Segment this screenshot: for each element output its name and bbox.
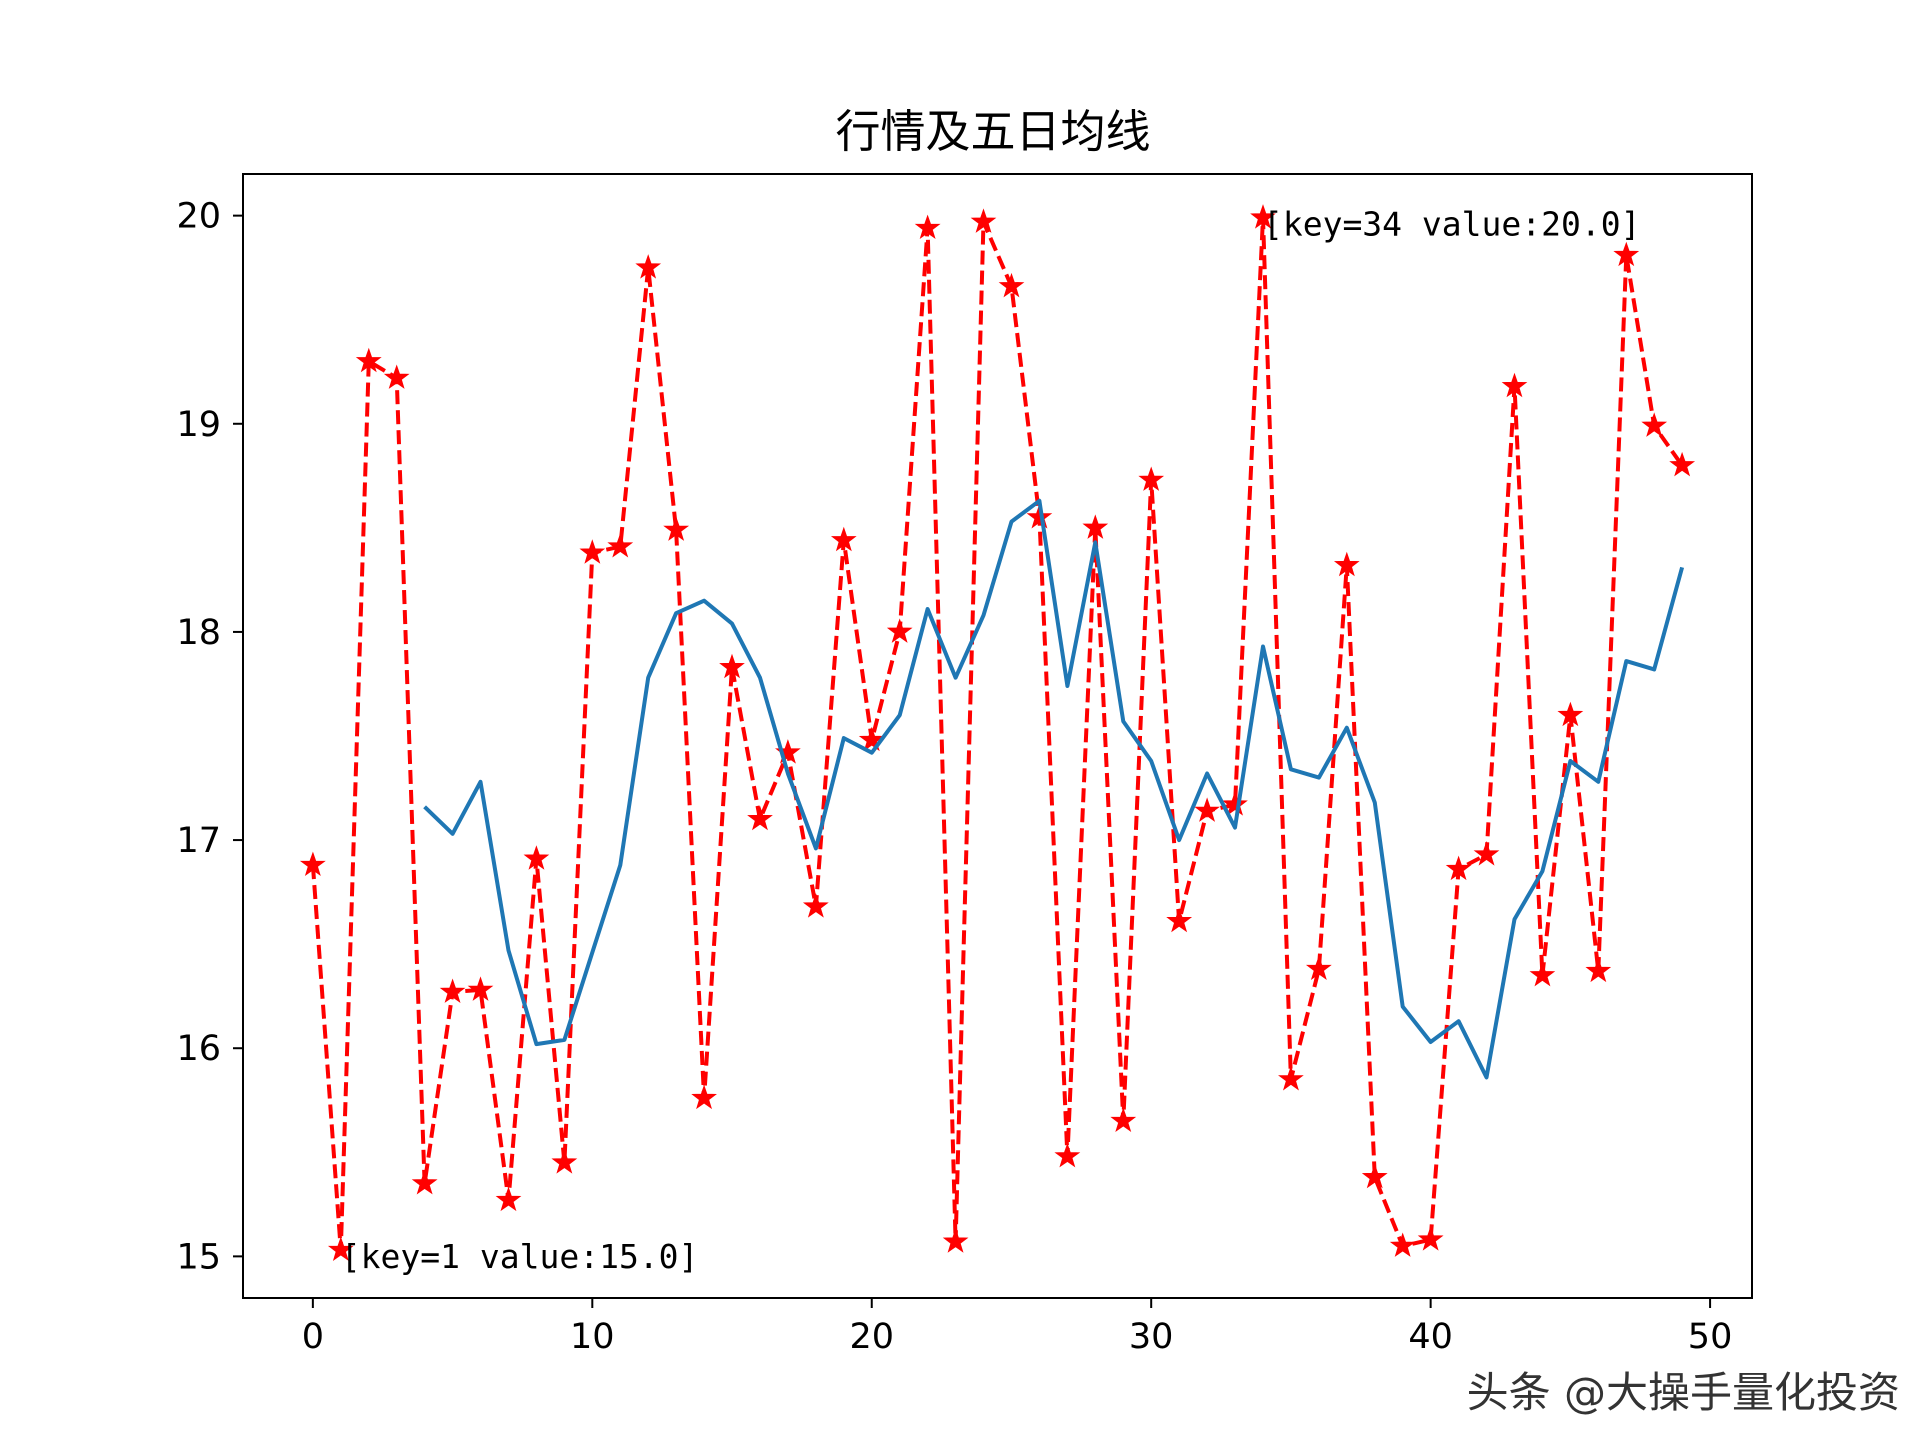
data-point-star (607, 533, 634, 558)
data-point-star (1305, 955, 1332, 981)
data-point-star (802, 893, 829, 918)
data-point-star (355, 347, 382, 373)
data-point-star (439, 978, 466, 1003)
data-point-star (1473, 841, 1500, 866)
data-point-star (1082, 514, 1109, 539)
watermark-text: 头条 @大操手量化投资 (1467, 1368, 1900, 1417)
x-tick-label: 10 (570, 1317, 615, 1357)
data-point-star (1110, 1107, 1137, 1133)
data-point-star (914, 214, 941, 240)
data-point-star (970, 208, 997, 233)
annotation-label: [key=34 value:20.0] (1263, 205, 1641, 244)
data-point-star (551, 1149, 578, 1174)
data-point-star (635, 254, 662, 279)
data-point-star (1557, 701, 1584, 727)
data-point-star (830, 526, 857, 552)
data-point-star (1054, 1142, 1081, 1168)
axes-frame (242, 173, 1753, 1299)
y-tick-label: 17 (176, 821, 221, 861)
data-point-star (1389, 1232, 1416, 1257)
data-point-star (1445, 855, 1472, 881)
data-point-star (327, 1236, 354, 1262)
data-point-star (747, 805, 773, 831)
y-tick-label: 20 (176, 197, 221, 237)
data-point-star (1278, 1065, 1304, 1091)
data-point-star (579, 539, 606, 564)
data-point-star (886, 618, 913, 643)
data-point-star (495, 1186, 522, 1212)
data-point-star (1194, 797, 1220, 822)
data-point-star (691, 1084, 717, 1110)
data-point-star (1138, 466, 1165, 491)
data-point-star (1529, 961, 1556, 987)
data-point-star (383, 364, 410, 389)
data-point-star (1026, 503, 1053, 529)
chart-title: 行情及五日均线 (835, 105, 1150, 158)
data-point-star (467, 976, 494, 1001)
plot-area (299, 204, 1696, 1262)
data-point-star (998, 272, 1025, 298)
x-tick-label: 30 (1129, 1317, 1174, 1357)
data-point-star (523, 845, 550, 870)
series-line-1 (423, 498, 1685, 1080)
data-point-star (858, 726, 885, 752)
axes: 0 10 20 30 40 50 15 16 17 18 19 20 (176, 173, 1753, 1357)
data-point-star (1166, 907, 1193, 933)
data-point-star (1222, 791, 1248, 816)
data-point-star (1250, 204, 1276, 229)
data-point-star (1585, 957, 1612, 983)
data-point-star (663, 516, 690, 541)
x-tick-label: 20 (849, 1317, 894, 1357)
series-line-0 (310, 215, 1684, 1253)
data-point-star (719, 653, 745, 679)
data-point-star (1669, 451, 1696, 477)
data-point-star (1417, 1226, 1444, 1251)
annotation-label: [key=1 value:15.0] (341, 1237, 699, 1276)
annotations: [key=1 value:15.0] [key=34 value:20.0] (341, 205, 1641, 1276)
x-tick-label: 40 (1408, 1317, 1453, 1357)
data-point-star (1501, 372, 1528, 398)
y-tick-label: 15 (176, 1237, 221, 1277)
x-tick-label: 50 (1688, 1317, 1733, 1357)
y-tick-label: 16 (176, 1029, 221, 1069)
data-point-star (411, 1169, 438, 1195)
y-tick-label: 18 (176, 613, 221, 653)
y-tick-label: 19 (176, 405, 221, 445)
data-point-star (942, 1228, 969, 1253)
x-tick-label: 0 (302, 1317, 324, 1357)
data-point-star (1613, 241, 1640, 267)
data-point-star (1641, 412, 1668, 437)
data-point-star (299, 851, 326, 877)
data-point-star (1361, 1163, 1388, 1189)
data-point-star (1333, 551, 1360, 577)
